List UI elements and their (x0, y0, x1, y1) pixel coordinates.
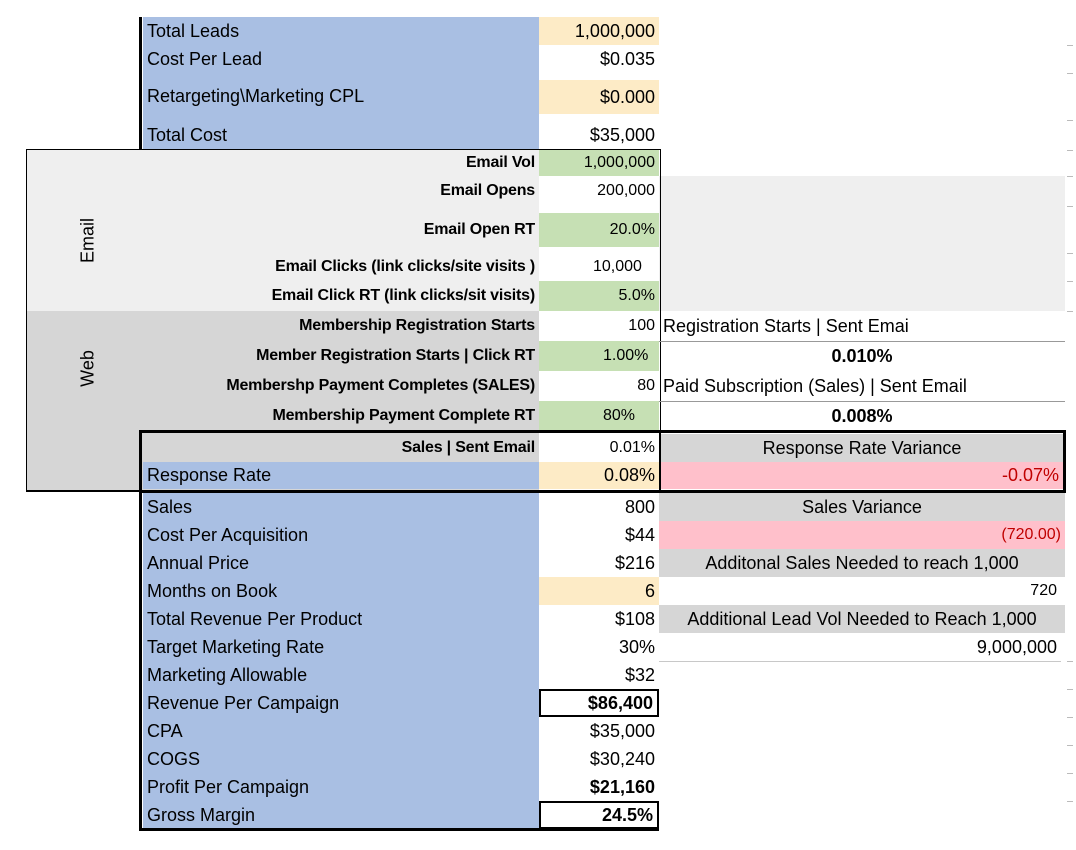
revenue-per-campaign-label: Revenue Per Campaign (143, 689, 539, 717)
additional-leads-label: Additional Lead Vol Needed to Reach 1,00… (659, 605, 1065, 633)
email-open-rt-label: Email Open RT (423, 220, 535, 238)
top-left-border (139, 17, 142, 150)
rr-variance-value[interactable]: -0.07% (659, 462, 1063, 489)
marketing-allowable-value[interactable]: $32 (624, 664, 655, 685)
cpa2-label: CPA (143, 717, 539, 745)
annual-price-label: Annual Price (143, 549, 539, 577)
reg-starts-value[interactable]: 100 (539, 311, 659, 341)
profit-per-campaign-value[interactable]: $21,160 (589, 776, 655, 797)
gridline-tick (1067, 311, 1073, 312)
sales-variance-label: Sales Variance (659, 493, 1065, 521)
gridline-tick (1067, 176, 1073, 177)
side-paid-label: Paid Subscription (Sales) | Sent Email (659, 371, 1065, 401)
gridline-tick (1067, 745, 1073, 746)
gridline-tick (1067, 773, 1073, 774)
payment-complete-rt-label: Membership Payment Complete RT (272, 407, 535, 424)
email-section-bg (27, 150, 539, 311)
rr-variance-label: Response Rate Variance (659, 434, 1065, 462)
bottom-bottom-border (139, 828, 659, 831)
side-reg-label: Registration Starts | Sent Emai (659, 311, 1065, 341)
gridline-tick (1067, 45, 1073, 46)
payment-completes-value[interactable]: 80 (539, 371, 659, 401)
cpa-value[interactable]: $44 (624, 524, 655, 545)
sales-variance-value[interactable]: (720.00) (659, 521, 1065, 549)
target-marketing-rate-label: Target Marketing Rate (143, 633, 539, 661)
profit-per-campaign-label: Profit Per Campaign (143, 773, 539, 801)
sales-sent-email-label: Sales | Sent Email (143, 434, 539, 462)
response-rate-box (139, 430, 1066, 493)
total-revenue-label: Total Revenue Per Product (143, 605, 539, 633)
total-cost-value[interactable]: $35,000 (589, 124, 655, 145)
reg-click-rt-label: Member Registration Starts | Click RT (256, 347, 535, 364)
additional-sales-value[interactable]: 720 (1030, 582, 1057, 599)
sales-label: Sales (143, 493, 539, 521)
cpa2-value[interactable]: $35,000 (589, 720, 655, 741)
gridline-tick (1067, 206, 1073, 207)
box-divider (659, 433, 660, 490)
gridline-tick (1067, 717, 1073, 718)
payment-completes-label: Membershp Payment Completes (SALES) (226, 377, 535, 394)
sep (659, 401, 1065, 402)
gridline-tick (1067, 73, 1073, 74)
target-marketing-rate-value[interactable]: 30% (618, 636, 655, 657)
additional-sales-label: Additonal Sales Needed to reach 1,000 (659, 549, 1065, 577)
email-clicks-value[interactable]: 10,000 (539, 253, 659, 281)
email-click-rt-value[interactable]: 5.0% (539, 281, 659, 311)
cost-per-lead-value[interactable]: $0.035 (599, 48, 655, 69)
email-vol-label: Email Vol (465, 154, 535, 171)
sales-sent-email-value[interactable]: 0.01% (539, 434, 659, 462)
email-vol-value[interactable]: 1,000,000 (539, 150, 659, 176)
gross-margin-label: Gross Margin (143, 801, 539, 829)
sales-value[interactable]: 800 (624, 496, 655, 517)
cogs-value[interactable]: $30,240 (589, 748, 655, 769)
sep (659, 661, 1061, 662)
payment-complete-rt-value[interactable]: 80% (539, 401, 659, 431)
gross-margin-value[interactable]: 24.5% (539, 801, 659, 829)
email-web-outer-border (26, 149, 661, 492)
total-leads-label: Total Leads (143, 17, 539, 45)
reg-starts-label: Membership Registration Starts (299, 317, 535, 334)
gridline-tick (1067, 150, 1073, 151)
side-reg-value: 0.010% (659, 341, 1065, 371)
bottom-left-border (139, 491, 142, 830)
retargeting-cpl-label: Retargeting\Marketing CPL (143, 73, 539, 120)
reg-click-rt-value[interactable]: 1.00% (539, 341, 659, 371)
sep (659, 341, 1065, 342)
cost-per-lead-label: Cost Per Lead (143, 45, 539, 73)
email-opens-label: Email Opens (440, 182, 535, 199)
gridline-tick (1067, 661, 1073, 662)
email-clicks-label: Email Clicks (link clicks/site visits ) (275, 258, 535, 275)
email-open-rt-value[interactable]: 20.0% (539, 213, 659, 247)
months-on-book-input[interactable]: 6 (539, 577, 659, 605)
email-side-bg (659, 176, 1065, 311)
email-click-rt-label: Email Click RT (link clicks/sit visits) (271, 287, 536, 304)
outer-bottom-border (26, 490, 143, 492)
side-paid-value: 0.008% (659, 401, 1065, 431)
months-on-book-label: Months on Book (143, 577, 539, 605)
gridline-tick (1067, 253, 1073, 254)
annual-price-value[interactable]: $216 (614, 552, 655, 573)
gridline-tick (1067, 281, 1073, 282)
additional-leads-value[interactable]: 9,000,000 (976, 636, 1057, 657)
gridline-tick (1067, 120, 1073, 121)
cpa-label: Cost Per Acquisition (143, 521, 539, 549)
total-cost-label: Total Cost (143, 120, 539, 150)
response-rate-value[interactable]: 0.08% (539, 462, 659, 489)
retargeting-cpl-input[interactable]: $0.000 (539, 80, 659, 114)
email-opens-value[interactable]: 200,000 (539, 176, 659, 206)
total-leads-input[interactable]: 1,000,000 (539, 17, 659, 45)
revenue-per-campaign-value[interactable]: $86,400 (539, 689, 659, 717)
response-rate-label: Response Rate (143, 462, 539, 489)
cogs-label: COGS (143, 745, 539, 773)
gridline-tick (1067, 801, 1073, 802)
gridline-tick (1067, 689, 1073, 690)
total-revenue-value[interactable]: $108 (614, 608, 655, 629)
marketing-allowable-label: Marketing Allowable (143, 661, 539, 689)
